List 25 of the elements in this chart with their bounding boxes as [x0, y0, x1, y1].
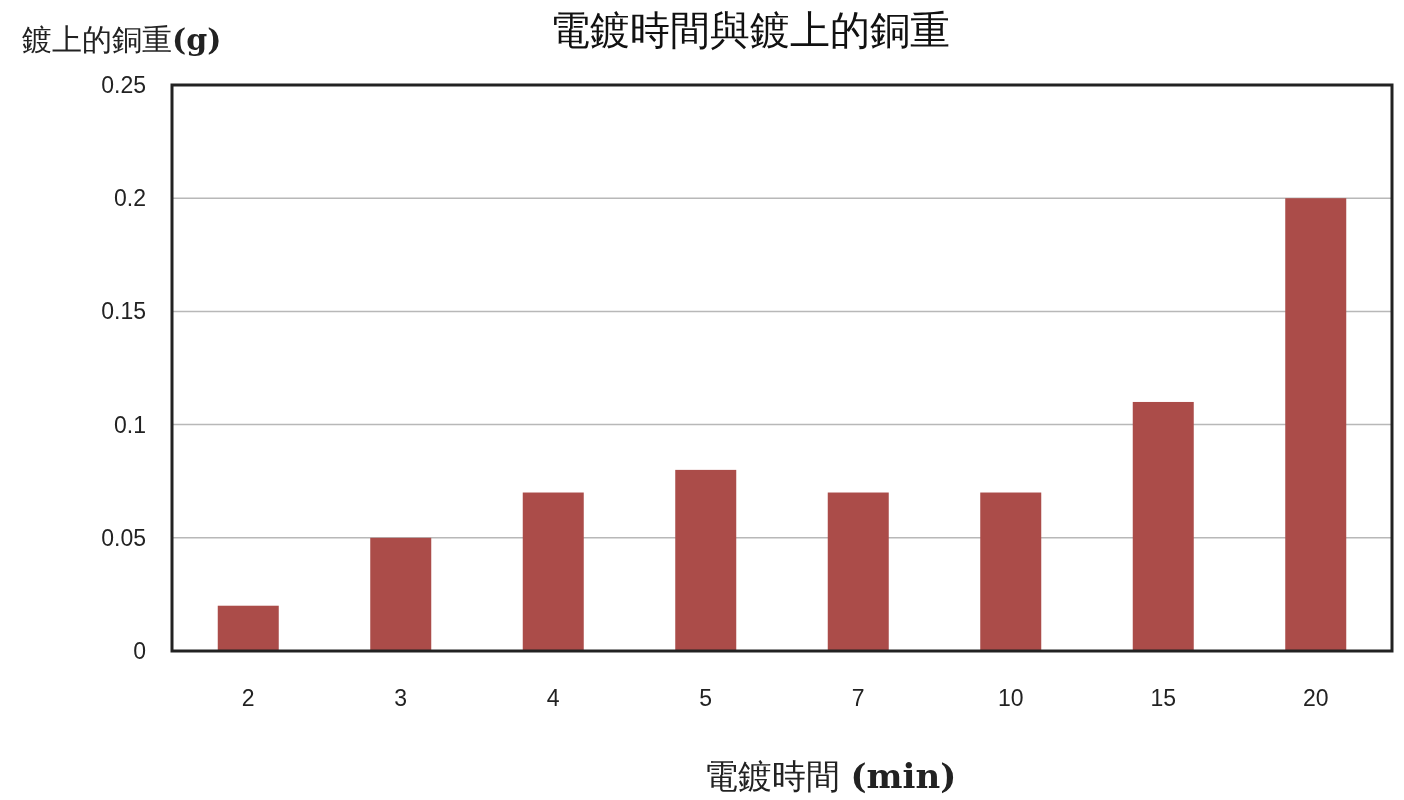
bar — [1132, 401, 1194, 651]
y-tick-label: 0.1 — [114, 411, 146, 438]
x-tick-label: 10 — [997, 685, 1024, 711]
bar — [370, 537, 432, 651]
x-tick-label: 20 — [1302, 685, 1329, 711]
y-tick-label: 0.15 — [101, 298, 146, 325]
x-tick-label: 15 — [1150, 685, 1177, 711]
chart-title: 電鍍時間與鍍上的銅重 — [550, 7, 950, 53]
bar — [827, 492, 889, 651]
x-tick-label: 2 — [241, 685, 255, 711]
bar — [522, 492, 584, 651]
y-axis-title: 鍍上的銅重(g) — [22, 22, 222, 57]
x-tick-label: 4 — [546, 685, 560, 711]
x-tick-label: 3 — [394, 685, 408, 711]
bar — [980, 492, 1042, 651]
y-tick-label: 0 — [133, 638, 146, 664]
bar — [675, 469, 737, 651]
bar — [217, 605, 279, 651]
y-tick-label: 0.25 — [101, 72, 146, 98]
bar — [1285, 198, 1347, 651]
x-tick-label: 5 — [699, 685, 713, 711]
x-tick-label: 7 — [851, 685, 865, 711]
x-axis-title: 電鍍時間 (min) — [703, 756, 957, 796]
y-tick-label: 0.2 — [114, 185, 146, 212]
y-tick-label: 0.05 — [101, 524, 146, 551]
